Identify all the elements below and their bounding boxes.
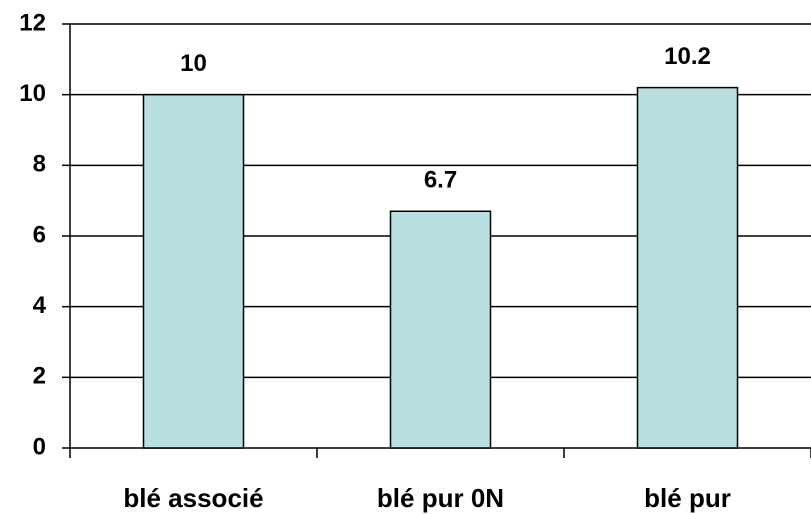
y-tick-label: 10 xyxy=(19,80,46,107)
y-tick-label: 12 xyxy=(19,9,46,36)
data-label: 10 xyxy=(180,50,207,77)
data-label: 6.7 xyxy=(424,167,457,194)
bar xyxy=(389,210,492,449)
y-tick-label: 6 xyxy=(33,221,46,248)
bar xyxy=(636,86,739,449)
y-tick-label: 0 xyxy=(33,433,46,460)
y-tick-label: 2 xyxy=(33,363,46,390)
bar xyxy=(142,93,245,449)
y-tick-label: 4 xyxy=(33,292,47,319)
x-tick-label: blé pur 0N xyxy=(377,483,504,513)
x-tick-label: blé associé xyxy=(123,483,263,513)
y-tick-label: 8 xyxy=(33,151,46,178)
x-tick-label: blé pur xyxy=(644,483,731,513)
data-label: 10.2 xyxy=(664,43,711,70)
